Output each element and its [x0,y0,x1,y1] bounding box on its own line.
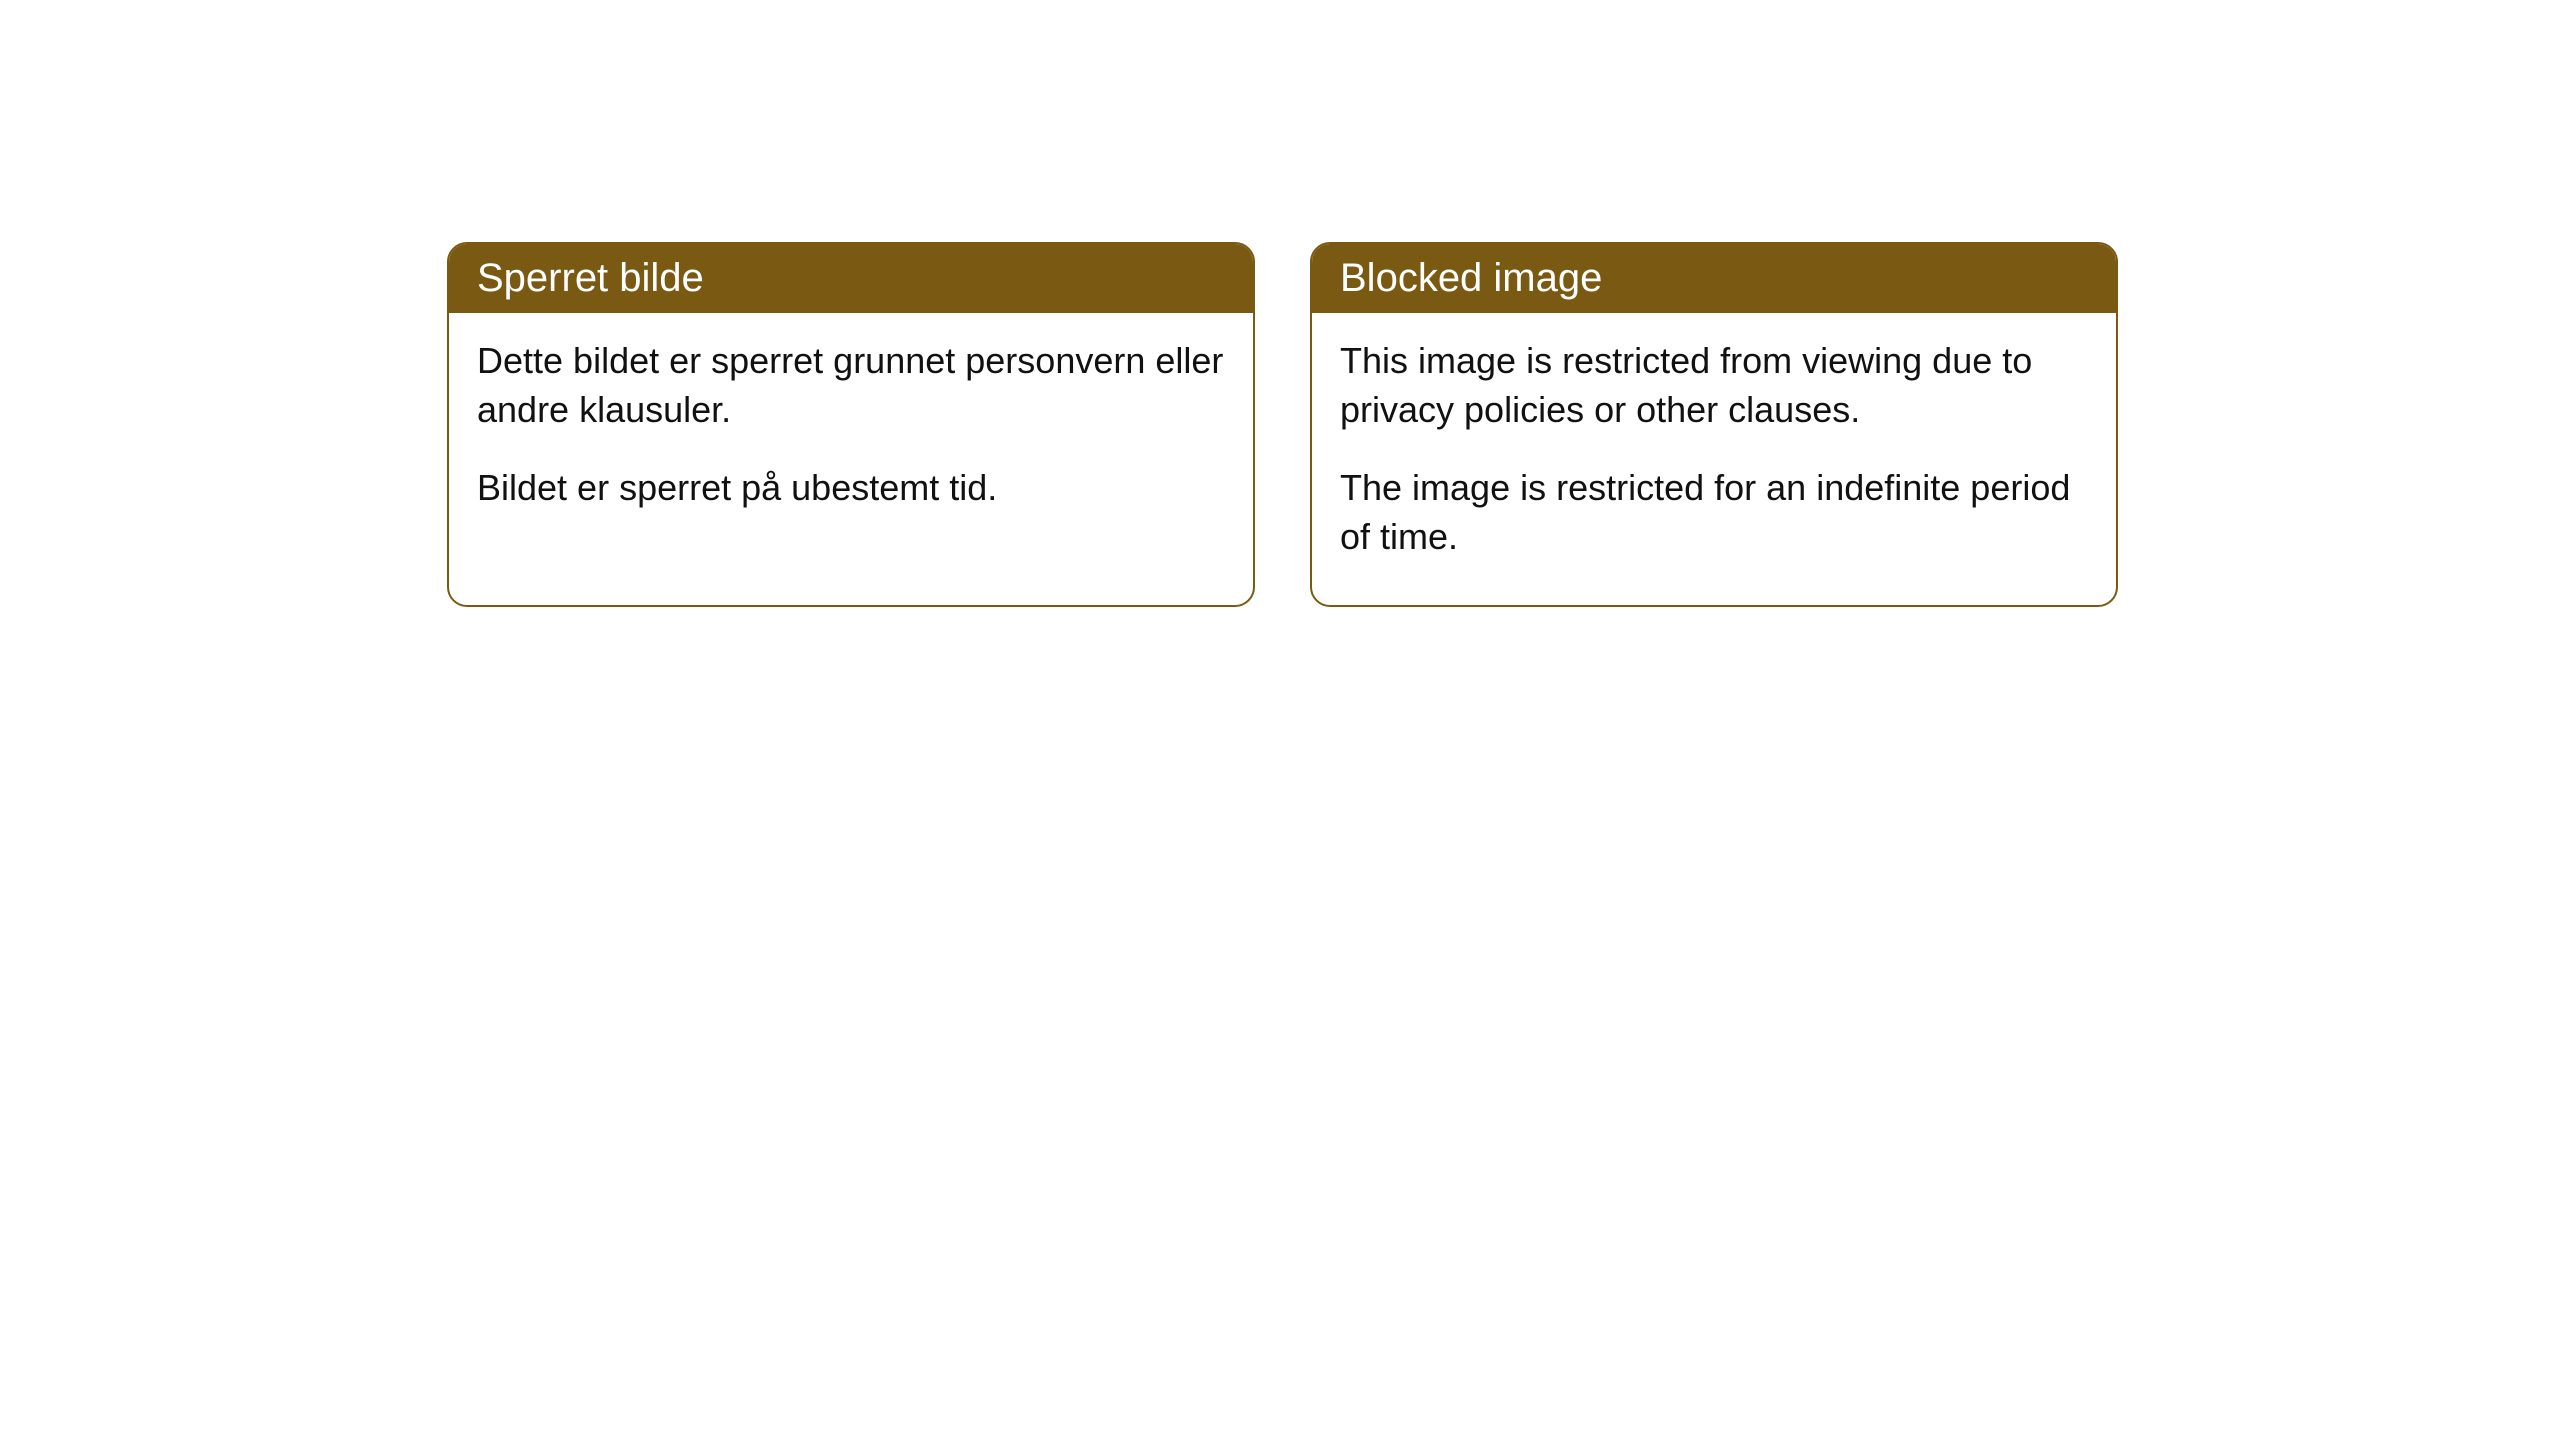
cards-container: Sperret bilde Dette bildet er sperret gr… [0,0,2560,607]
card-header-norwegian: Sperret bilde [449,244,1253,313]
card-title: Blocked image [1340,256,1602,300]
card-paragraph: The image is restricted for an indefinit… [1340,464,2088,561]
card-body-english: This image is restricted from viewing du… [1312,313,2116,605]
card-body-norwegian: Dette bildet er sperret grunnet personve… [449,313,1253,557]
card-english: Blocked image This image is restricted f… [1310,242,2118,607]
card-paragraph: This image is restricted from viewing du… [1340,337,2088,434]
card-header-english: Blocked image [1312,244,2116,313]
card-title: Sperret bilde [477,256,704,300]
card-norwegian: Sperret bilde Dette bildet er sperret gr… [447,242,1255,607]
card-paragraph: Dette bildet er sperret grunnet personve… [477,337,1225,434]
card-paragraph: Bildet er sperret på ubestemt tid. [477,464,1225,513]
